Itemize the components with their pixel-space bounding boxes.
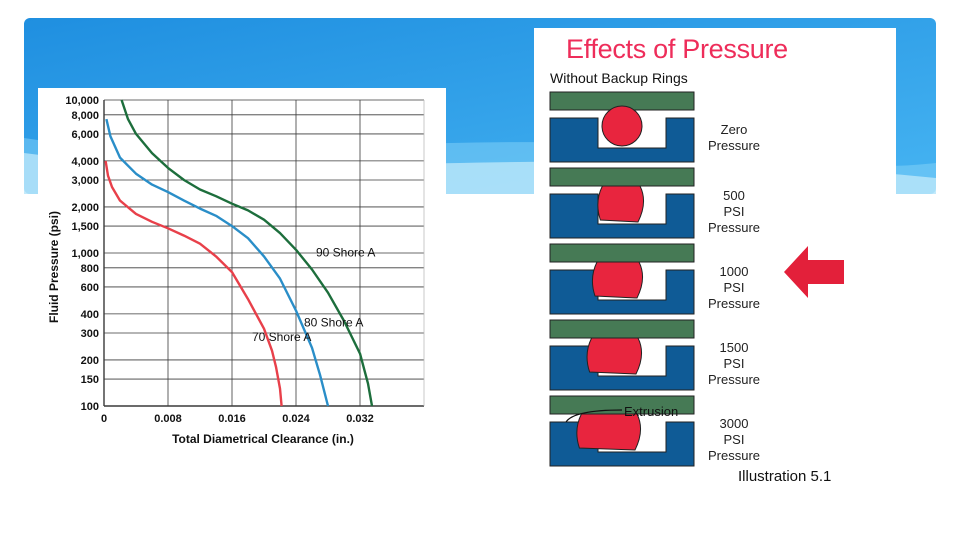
chart-plot: 100 150 200 300 400 600 800 1,000 1,500 2,000 3,00… <box>65 95 425 425</box>
stage-label-line: PSI <box>723 356 745 371</box>
stage-label-line: 500 <box>723 188 745 203</box>
x-tick-label: 0.008 <box>154 413 182 425</box>
seal-stage-2 <box>549 167 695 239</box>
stage-label-line: 3000 <box>719 416 749 431</box>
y-tick-label: 300 <box>81 328 99 340</box>
chart-series <box>104 99 374 407</box>
y-tick-label: 1,500 <box>71 221 99 233</box>
o-ring-seal <box>576 413 641 451</box>
y-tick-label: 1,000 <box>71 248 99 260</box>
o-ring-seal <box>591 261 643 299</box>
x-tick-label: 0.024 <box>282 413 310 425</box>
series-line-80-shore-a <box>105 118 330 407</box>
chart-series-labels: 70 Shore A80 Shore A 90 Shore A <box>252 245 375 344</box>
stage-label-line: Pressure <box>707 296 761 311</box>
stage-label-3: 1000 PSI Pressure <box>694 264 774 312</box>
y-tick-label: 100 <box>81 401 99 413</box>
x-tick-label: 0 <box>101 413 107 425</box>
x-tick-label: 0.016 <box>218 413 246 425</box>
series-line-90-shore-a <box>120 99 374 407</box>
y-axis-label: Fluid Pressure (psi) <box>47 210 61 324</box>
y-tick-label: 10,000 <box>65 95 99 107</box>
effects-of-pressure-illustration: Effects of Pressure Without Backup Rings… <box>534 28 896 498</box>
o-ring-seal <box>586 337 642 375</box>
top-plate <box>549 167 695 187</box>
x-axis-label: Total Diametrical Clearance (in.) <box>172 432 354 446</box>
gland-housing <box>549 117 695 163</box>
stage-label-line: PSI <box>723 280 745 295</box>
top-plate <box>549 243 695 263</box>
stage-label-2: 500 PSI Pressure <box>694 188 774 236</box>
extrusion-pointer <box>565 409 623 423</box>
y-tick-label: 3,000 <box>71 175 99 187</box>
y-tick-label: 400 <box>81 309 99 321</box>
stage-label-line: 1000 <box>719 264 749 279</box>
illustration-title: Effects of Pressure <box>566 34 788 64</box>
y-tick-label: 150 <box>81 374 99 386</box>
y-tick-label: 4,000 <box>71 156 99 168</box>
stage-label-line: PSI <box>723 432 745 447</box>
y-tick-label: 8,000 <box>71 110 99 122</box>
x-tick-label: 0.032 <box>346 413 374 425</box>
stage-label-line: Pressure <box>707 220 761 235</box>
stage-label-line: 1500 <box>719 340 749 355</box>
stage-label-line: Pressure <box>707 448 761 463</box>
pressure-clearance-chart: 100 150 200 300 400 600 800 1,000 1,500 2,000 3,00… <box>38 88 446 456</box>
illustration-caption: Illustration 5.1 <box>738 468 832 485</box>
seal-stage-1 <box>549 91 695 163</box>
seal-stage-4 <box>549 319 695 391</box>
chart-ticks: 100 150 200 300 400 600 800 1,000 1,500 2,000 3,00… <box>65 95 373 425</box>
y-tick-label: 6,000 <box>71 129 99 141</box>
chart-grid <box>103 99 425 407</box>
top-plate <box>549 319 695 339</box>
o-ring-seal <box>597 185 644 223</box>
series-label: 90 Shore A <box>316 245 375 259</box>
red-arrow-icon <box>784 246 844 298</box>
illustration-subtitle: Without Backup Rings <box>550 70 688 86</box>
series-line-70-shore-a <box>104 160 283 407</box>
series-label: 80 Shore A <box>304 316 363 330</box>
y-tick-label: 2,000 <box>71 202 99 214</box>
y-tick-label: 200 <box>81 355 99 367</box>
o-ring-seal <box>601 105 643 147</box>
stage-label-5: 3000 PSI Pressure <box>694 416 774 464</box>
y-tick-label: 600 <box>81 282 99 294</box>
seal-stage-5 <box>549 395 695 467</box>
extrusion-label: Extrusion <box>624 404 679 419</box>
seal-stage-3 <box>549 243 695 315</box>
stage-label-line: Pressure <box>707 372 761 387</box>
stage-label-4: 1500 PSI Pressure <box>694 340 774 388</box>
y-tick-label: 800 <box>81 263 99 275</box>
stage-label-line: Pressure <box>707 138 761 153</box>
seal-diagrams <box>549 91 844 467</box>
series-label: 70 Shore A <box>252 330 311 344</box>
stage-label-line: PSI <box>723 204 745 219</box>
stage-label-line: Zero <box>720 122 748 137</box>
stage-label-1: Zero Pressure <box>694 122 774 154</box>
